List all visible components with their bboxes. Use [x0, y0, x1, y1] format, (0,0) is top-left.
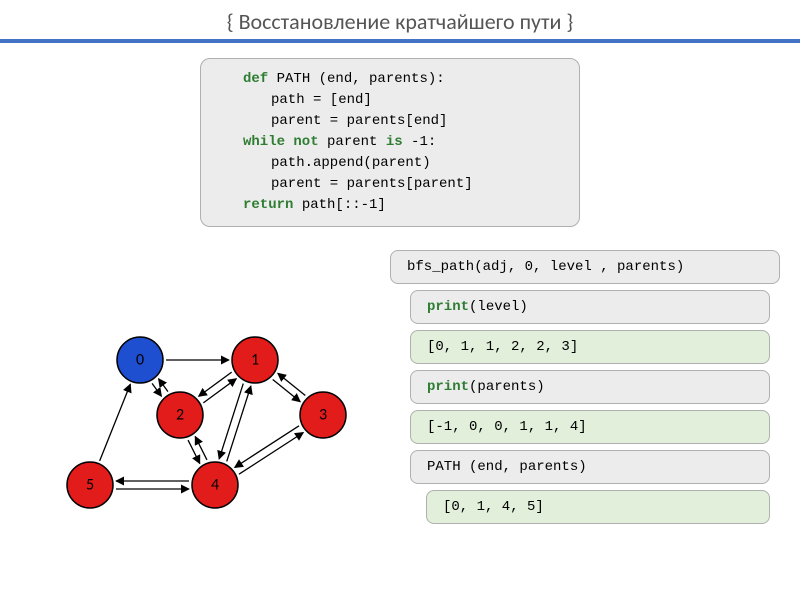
edge	[159, 379, 168, 392]
output-box: PATH (end, parents)	[410, 450, 770, 484]
keyword: is	[386, 134, 403, 150]
graph-svg: 0 1 2 3 4 5	[20, 315, 370, 515]
graph-node-label: 2	[176, 406, 184, 425]
graph-node-label: 4	[211, 476, 219, 495]
code-line: parent = parents[parent]	[215, 174, 565, 195]
keyword: return	[243, 197, 293, 213]
output-box: [0, 1, 4, 5]	[426, 490, 770, 524]
output-box: print(parents)	[410, 370, 770, 404]
edge	[235, 426, 299, 468]
graph-node-label: 0	[136, 351, 144, 370]
code-line: path = [end]	[215, 90, 565, 111]
code-block: def PATH (end, parents): path = [end] pa…	[200, 58, 580, 227]
graph-node-label: 1	[251, 351, 259, 370]
graph-diagram: 0 1 2 3 4 5	[20, 315, 370, 515]
edge	[239, 432, 303, 474]
code-line: while not parent is -1:	[215, 132, 565, 153]
output-box: print(level)	[410, 290, 770, 324]
keyword: while not	[243, 134, 319, 150]
output-box: [-1, 0, 0, 1, 1, 4]	[410, 410, 770, 444]
nodes-group: 0 1 2 3 4 5	[67, 337, 346, 508]
edge	[203, 379, 236, 403]
edge	[199, 372, 232, 396]
keyword: print	[427, 379, 469, 395]
keyword: print	[427, 299, 469, 315]
code-line: return path[::-1]	[215, 195, 565, 216]
graph-node-label: 3	[319, 406, 327, 425]
edge	[273, 379, 301, 401]
edge	[100, 384, 131, 461]
code-line: path.append(parent)	[215, 153, 565, 174]
divider-bar	[0, 39, 800, 43]
graph-node-label: 5	[86, 476, 94, 495]
output-stack: bfs_path(adj, 0, level , parents) print(l…	[390, 250, 780, 524]
keyword: def	[243, 71, 268, 87]
code-line: parent = parents[end]	[215, 111, 565, 132]
edge	[278, 373, 306, 395]
edge	[152, 383, 161, 396]
output-box: bfs_path(adj, 0, level , parents)	[390, 250, 780, 284]
output-box: [0, 1, 1, 2, 2, 3]	[410, 330, 770, 364]
code-line: def PATH (end, parents):	[215, 69, 565, 90]
page-title: { Восстановление кратчайшего пути }	[0, 0, 800, 39]
